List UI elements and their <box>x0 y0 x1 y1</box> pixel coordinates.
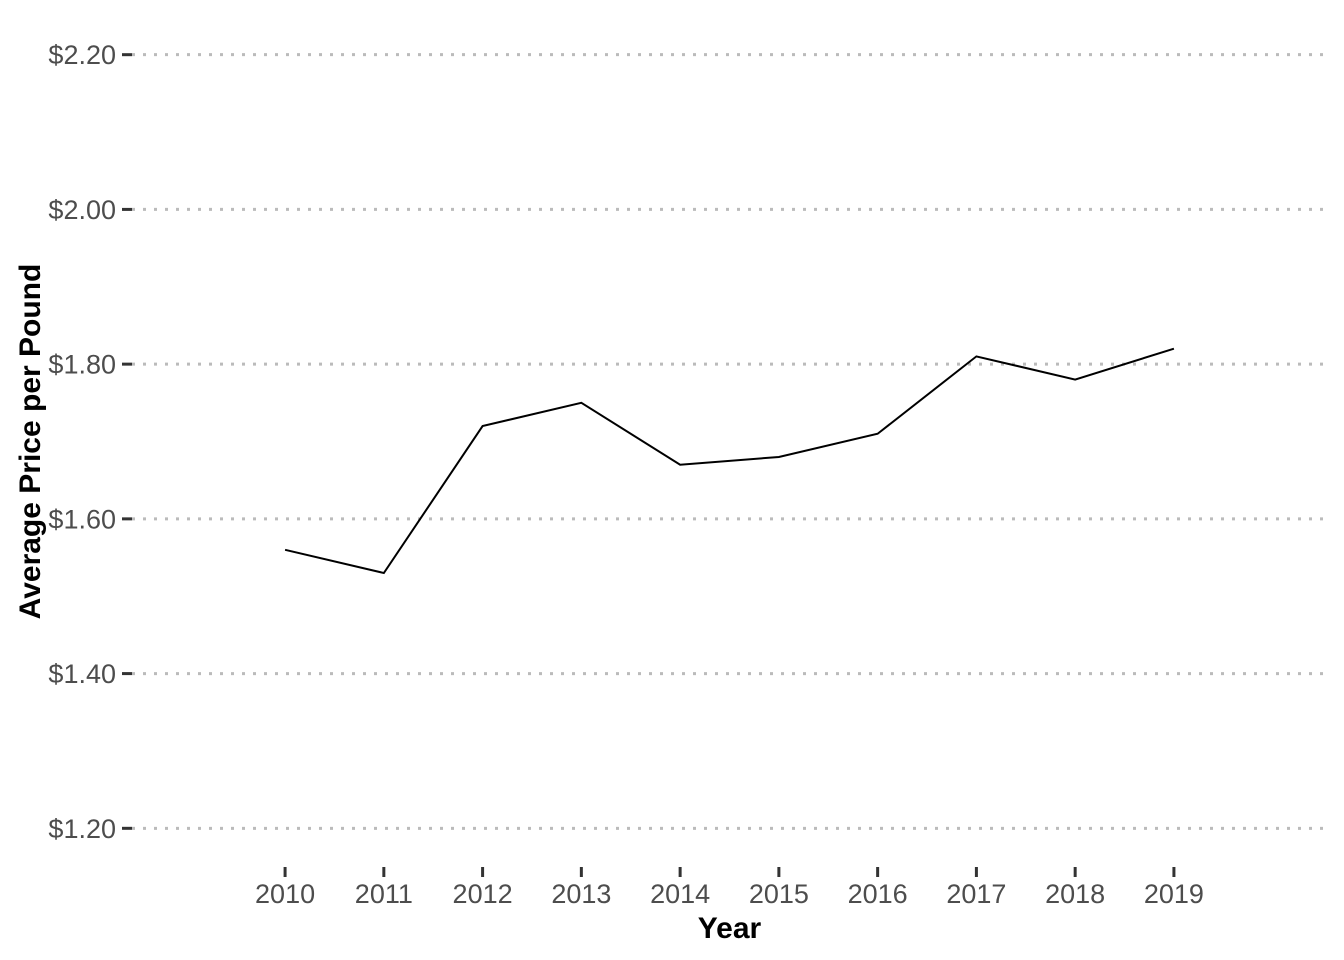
y-tick-label: $1.20 <box>48 814 116 844</box>
x-tick-label: 2017 <box>946 879 1006 909</box>
x-axis-title: Year <box>698 912 762 945</box>
y-tick-label: $2.00 <box>48 195 116 225</box>
axis-ticks <box>122 53 1176 877</box>
y-tick-label: $2.20 <box>48 40 116 70</box>
price-series-line <box>284 347 1175 575</box>
x-tick-label: 2010 <box>255 879 315 909</box>
x-tick-label: 2019 <box>1144 879 1204 909</box>
x-tick-label: 2016 <box>848 879 908 909</box>
x-tick-label: 2011 <box>355 879 413 909</box>
y-tick-label: $1.80 <box>48 350 116 380</box>
gridlines <box>132 53 1327 830</box>
y-axis-title: Average Price per Pound <box>14 264 47 620</box>
x-tick-label: 2015 <box>749 879 809 909</box>
y-tick-label: $1.60 <box>48 504 116 534</box>
y-tick-label: $1.40 <box>48 659 116 689</box>
x-tick-label: 2012 <box>453 879 513 909</box>
axis-tick-labels: $1.20 $1.40 $1.60 $1.80 $2.00 $2.20 2010 2011 20… <box>48 40 1204 909</box>
x-tick-label: 2013 <box>551 879 611 909</box>
x-tick-label: 2018 <box>1045 879 1105 909</box>
x-tick-label: 2014 <box>650 879 710 909</box>
